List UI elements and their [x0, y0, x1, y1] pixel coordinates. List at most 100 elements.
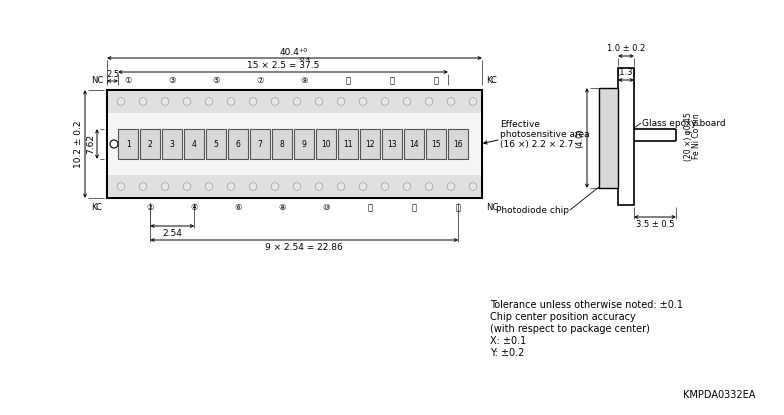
- Text: Fe Ni Co pin: Fe Ni Co pin: [692, 114, 701, 159]
- Circle shape: [403, 183, 411, 190]
- Bar: [162, 129, 183, 159]
- Text: 9: 9: [302, 139, 307, 149]
- Circle shape: [183, 98, 191, 105]
- Text: (4.0): (4.0): [575, 128, 584, 148]
- Bar: [250, 129, 270, 159]
- Text: Effective: Effective: [500, 120, 540, 129]
- Text: 40.4: 40.4: [280, 48, 299, 57]
- Text: Tolerance unless otherwise noted: ±0.1: Tolerance unless otherwise noted: ±0.1: [490, 300, 683, 310]
- Text: 9 × 2.54 = 22.86: 9 × 2.54 = 22.86: [265, 243, 343, 252]
- Bar: [316, 129, 336, 159]
- Text: 2.5: 2.5: [106, 70, 119, 79]
- Bar: [107, 90, 482, 198]
- Text: KC: KC: [487, 76, 497, 85]
- Text: (16 ×) 2.2 × 2.7: (16 ×) 2.2 × 2.7: [500, 140, 573, 149]
- Text: ②: ②: [147, 203, 154, 212]
- Text: ⑥: ⑥: [234, 203, 242, 212]
- Circle shape: [249, 183, 257, 190]
- Bar: [272, 129, 292, 159]
- Circle shape: [227, 183, 234, 190]
- Bar: [599, 88, 618, 188]
- Text: +0: +0: [299, 48, 307, 53]
- Bar: [338, 129, 358, 159]
- Bar: [108, 175, 481, 197]
- Text: 2: 2: [148, 139, 153, 149]
- Circle shape: [110, 140, 118, 148]
- Text: 6: 6: [236, 139, 241, 149]
- Bar: [206, 129, 227, 159]
- Text: ⑫: ⑫: [368, 203, 372, 212]
- Text: ④: ④: [191, 203, 198, 212]
- Circle shape: [469, 98, 477, 105]
- Text: 15: 15: [431, 139, 441, 149]
- Circle shape: [117, 98, 125, 105]
- Text: 1.0 ± 0.2: 1.0 ± 0.2: [607, 44, 645, 53]
- Text: (1.3): (1.3): [616, 68, 636, 77]
- Circle shape: [337, 183, 345, 190]
- Bar: [294, 129, 314, 159]
- Text: 13: 13: [387, 139, 397, 149]
- Circle shape: [425, 98, 433, 105]
- Text: KMPDA0332EA: KMPDA0332EA: [683, 390, 755, 400]
- Text: ⑯: ⑯: [456, 203, 461, 212]
- Circle shape: [249, 98, 257, 105]
- Text: 8: 8: [280, 139, 285, 149]
- Bar: [360, 129, 380, 159]
- Text: NC: NC: [486, 203, 498, 212]
- Text: ⑭: ⑭: [412, 203, 417, 212]
- Text: 10: 10: [321, 139, 331, 149]
- Text: Photodiode chip: Photodiode chip: [496, 205, 569, 215]
- Text: ①: ①: [125, 76, 132, 85]
- Text: (20 ×) φ0.45: (20 ×) φ0.45: [684, 112, 693, 161]
- Text: 11: 11: [343, 139, 353, 149]
- Circle shape: [381, 183, 389, 190]
- Text: ③: ③: [169, 76, 176, 85]
- Text: 4: 4: [192, 139, 197, 149]
- Bar: [108, 113, 481, 175]
- Text: 15 × 2.5 = 37.5: 15 × 2.5 = 37.5: [247, 61, 319, 70]
- Circle shape: [337, 98, 345, 105]
- Bar: [382, 129, 402, 159]
- Circle shape: [205, 183, 212, 190]
- Circle shape: [271, 183, 279, 190]
- Circle shape: [227, 98, 234, 105]
- Circle shape: [183, 183, 191, 190]
- Circle shape: [315, 183, 323, 190]
- Text: photosensitive area: photosensitive area: [500, 130, 590, 139]
- Bar: [140, 129, 161, 159]
- Text: Y: ±0.2: Y: ±0.2: [490, 348, 524, 358]
- Circle shape: [359, 98, 367, 105]
- Bar: [448, 129, 469, 159]
- Text: ⑨: ⑨: [300, 76, 308, 85]
- Circle shape: [359, 183, 367, 190]
- Circle shape: [381, 98, 389, 105]
- Text: ⑧: ⑧: [278, 203, 286, 212]
- Circle shape: [293, 183, 301, 190]
- Text: ⑩: ⑩: [322, 203, 330, 212]
- Text: X: ±0.1: X: ±0.1: [490, 336, 526, 346]
- Circle shape: [425, 183, 433, 190]
- Circle shape: [271, 98, 279, 105]
- Text: 7: 7: [258, 139, 263, 149]
- Circle shape: [447, 98, 455, 105]
- Text: 1: 1: [126, 139, 131, 149]
- Circle shape: [140, 98, 147, 105]
- Text: Glass epoxy board: Glass epoxy board: [642, 119, 726, 127]
- Bar: [618, 68, 634, 205]
- Circle shape: [140, 183, 147, 190]
- Text: 12: 12: [365, 139, 375, 149]
- Circle shape: [403, 98, 411, 105]
- Text: -0.4: -0.4: [299, 57, 310, 62]
- Text: ⑪: ⑪: [346, 76, 350, 85]
- Text: 5: 5: [214, 139, 219, 149]
- Text: 16: 16: [453, 139, 463, 149]
- Text: 2.54: 2.54: [162, 229, 182, 238]
- Text: Chip center position accuracy: Chip center position accuracy: [490, 312, 636, 322]
- Bar: [426, 129, 447, 159]
- Text: KC: KC: [92, 203, 103, 212]
- Text: 10.2 ± 0.2: 10.2 ± 0.2: [74, 120, 83, 168]
- Bar: [118, 129, 139, 159]
- Text: ⑦: ⑦: [256, 76, 264, 85]
- Bar: [108, 91, 481, 113]
- Bar: [404, 129, 424, 159]
